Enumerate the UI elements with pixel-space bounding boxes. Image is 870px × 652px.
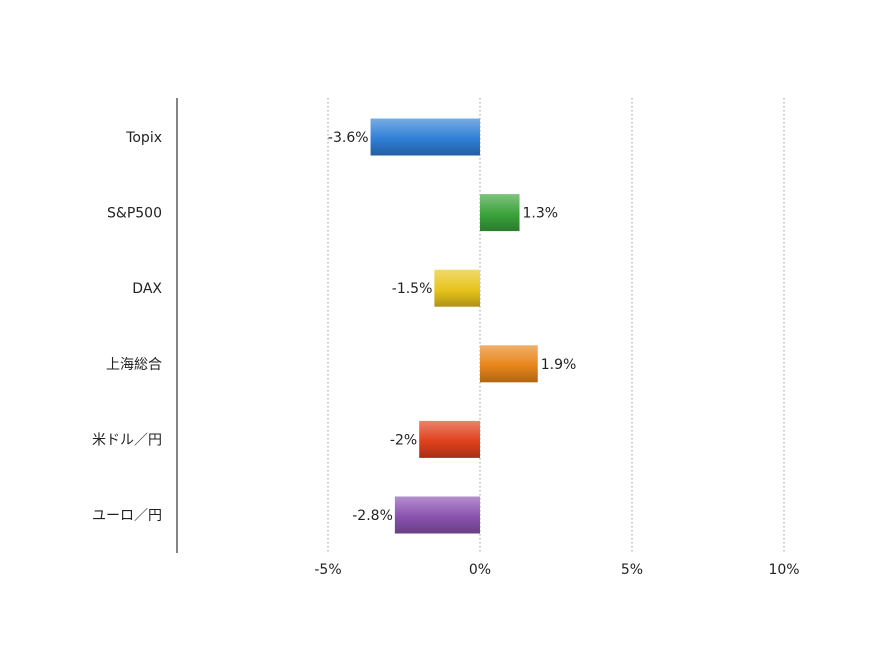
bar — [480, 345, 538, 383]
x-tick-label: -5% — [314, 562, 341, 578]
category-label: S&P500 — [107, 206, 162, 222]
category-label: DAX — [132, 281, 162, 297]
data-label: -3.6% — [328, 130, 369, 146]
bars — [370, 118, 538, 534]
data-label: -2.8% — [352, 508, 393, 524]
bar — [434, 269, 480, 307]
labels: -5% 0% 5% 10% Topix -3.6% S&P500 1.3% DAX -1.5% 上海… — [92, 130, 800, 578]
grid-lines — [327, 98, 785, 553]
bar — [480, 194, 520, 232]
category-label: 米ドル／円 — [92, 432, 162, 448]
data-label: -2% — [390, 432, 417, 448]
category-label: ユーロ／円 — [92, 508, 162, 524]
x-tick-label: 5% — [621, 562, 643, 578]
category-label: 上海総合 — [106, 357, 162, 373]
data-label: 1.3% — [523, 206, 559, 222]
category-label: Topix — [125, 130, 162, 146]
data-label: 1.9% — [541, 357, 577, 373]
bar — [394, 496, 480, 534]
bar — [419, 420, 480, 458]
bar — [370, 118, 480, 156]
data-label: -1.5% — [392, 281, 433, 297]
x-tick-label: 0% — [469, 562, 491, 578]
x-tick-label: 10% — [768, 562, 799, 578]
